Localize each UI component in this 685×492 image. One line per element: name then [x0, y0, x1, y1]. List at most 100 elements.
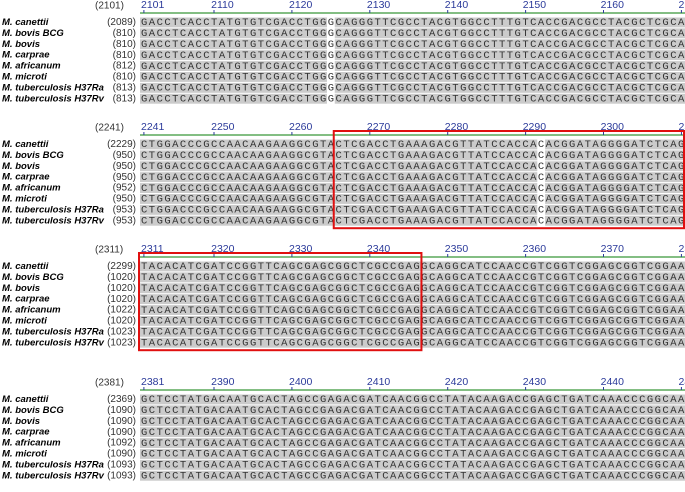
ruler-label: 2311	[141, 243, 164, 255]
start-position: (1020)	[107, 316, 136, 327]
sequence: CTGGACCCGCCAACAAGAAGGCGTACTCGACCTGAAAGAC…	[141, 172, 684, 184]
row-background	[140, 294, 685, 305]
start-position: (950)	[113, 161, 136, 172]
start-position: (2229)	[107, 139, 136, 150]
ruler-label: 2440	[601, 376, 625, 388]
species-name: M. microti	[2, 71, 47, 82]
species-name: M. tuberculosis H37Rv	[2, 93, 105, 104]
species-name: M. africanum	[2, 305, 61, 316]
start-position: (1090)	[107, 416, 136, 427]
species-name: M. bovis	[2, 161, 40, 172]
sequence: GACCTCACCTATGTGTCGACCTGGGCAGGGTTCGCCTACG…	[141, 17, 685, 29]
row-background	[140, 394, 685, 405]
row-background	[140, 261, 685, 272]
sequence: GCTCCTATGACAATGCACTAGCCGAGACGATCAACGGCCT…	[141, 438, 685, 450]
ruler-label: 2101	[141, 0, 165, 11]
ruler-label: 2250	[211, 121, 235, 133]
highlight-column	[326, 38, 335, 50]
highlight-column	[537, 160, 546, 172]
species-name: M. tuberculosis H37Ra	[2, 326, 104, 337]
highlight-column	[537, 193, 546, 205]
ruler-label: 2110	[211, 0, 234, 11]
block-start-position: (2381)	[95, 378, 124, 389]
species-name: M. microti	[2, 193, 47, 204]
highlight-column	[326, 17, 335, 28]
region-box	[138, 252, 423, 352]
highlight-column	[537, 215, 546, 227]
species-name: M. africanum	[2, 438, 61, 449]
sequence: GACCTCACCTATGTGTCGACCTGGGCAGGGTTCGCCTACG…	[141, 83, 685, 95]
sequence: TACACATCGATCCGGTTCAGCGAGCGGCTCGCCGAGGCAG…	[141, 327, 685, 339]
start-position: (1090)	[107, 405, 136, 416]
sequence: TACACATCGATCCGGTTCAGCGAGCGGCTCGCCGAGGCAG…	[141, 294, 685, 306]
ruler-label: 2170	[679, 0, 685, 11]
ruler-label: 2410	[367, 376, 391, 388]
sequence: CTGGACCCGCCAACAAGAAGGCGTACTCGACCTGAAAGAC…	[141, 150, 684, 162]
sequence: TACACATCGATCCGGTTCAGCGAGCGGCTCGCCGAGGCAG…	[141, 305, 685, 317]
ruler-label: 2390	[211, 376, 235, 388]
ruler-label: 2450	[679, 376, 685, 388]
start-position: (1023)	[107, 337, 136, 348]
ruler-label: 2400	[289, 376, 313, 388]
sequence: TACACATCGATCCGGTTCAGCGAGCGGCTCGCCGAGGCAG…	[141, 272, 685, 284]
start-position: (810)	[113, 50, 136, 61]
block-start-position: (2101)	[95, 1, 124, 12]
ruler-label: 2320	[211, 243, 235, 255]
start-position: (950)	[113, 172, 136, 183]
sequence: GACCTCACCTATGTGTCGACCTGGGCAGGGTTCGCCTACG…	[141, 39, 685, 51]
ruler-label: 2130	[367, 0, 391, 11]
ruler-label: 2310	[679, 121, 685, 133]
sequence: GACCTCACCTATGTGTCGACCTGGGCAGGGTTCGCCTACG…	[141, 28, 685, 40]
region-box	[332, 130, 685, 230]
row-background	[140, 39, 685, 50]
row-background	[140, 172, 685, 183]
row-background	[140, 82, 685, 93]
ruler-label: 2340	[367, 243, 391, 255]
start-position: (1093)	[107, 470, 136, 481]
highlight-column	[537, 204, 546, 216]
species-name: M. carprae	[2, 50, 50, 61]
row-background	[140, 427, 685, 438]
sequence: GACCTCACCTATGTGTCGACCTGGGCAGGGTTCGCCTACG…	[141, 72, 685, 84]
row-background	[140, 337, 685, 348]
row-background	[140, 183, 685, 193]
row-background	[140, 416, 685, 427]
start-position: (2299)	[107, 261, 136, 272]
sequence: GCTCCTATGACAATGCACTAGCCGAGACGATCAACGGCCT…	[141, 471, 685, 483]
start-position: (1093)	[107, 459, 136, 470]
sequence: TACACATCGATCCGGTTCAGCGAGCGGCTCGCCGAGGCAG…	[141, 338, 685, 350]
ruler-label: 2270	[367, 121, 391, 133]
row-background	[140, 50, 685, 61]
highlight-column	[537, 149, 546, 161]
row-background	[140, 215, 685, 226]
highlight-column	[537, 171, 546, 183]
species-name: M. canettii	[2, 261, 49, 272]
species-name: M. canettii	[2, 394, 49, 405]
sequence: GACCTCACCTATGTGTCGACCTGGGCAGGGTTCGCCTACG…	[141, 50, 685, 62]
start-position: (952)	[113, 183, 136, 194]
highlight-column	[326, 60, 335, 72]
sequence: GACCTCACCTATGTGTCGACCTGGGCAGGGTTCGCCTACG…	[141, 61, 685, 73]
ruler-label: 2350	[445, 243, 469, 255]
start-position: (1090)	[107, 449, 136, 460]
row-background	[140, 326, 685, 337]
sequence: CTGGACCCGCCAACAAGAAGGCGTACTCGACCTGAAAGAC…	[141, 183, 684, 195]
sequence: TACACATCGATCCGGTTCAGCGAGCGGCTCGCCGAGGCAG…	[141, 283, 685, 295]
start-position: (950)	[113, 150, 136, 161]
species-name: M. bovis BCG	[2, 150, 64, 161]
row-background	[140, 316, 685, 326]
sequence: GCTCCTATGACAATGCACTAGCCGAGACGATCAACGGCCT…	[141, 416, 685, 428]
sequence: TACACATCGATCCGGTTCAGCGAGCGGCTCGCCGAGGCAG…	[141, 261, 685, 273]
start-position: (813)	[113, 82, 136, 93]
row-background	[140, 93, 685, 104]
row-background	[140, 305, 685, 315]
ruler-label: 2140	[445, 0, 469, 11]
start-position: (950)	[113, 194, 136, 205]
highlight-column	[537, 139, 546, 150]
start-position: (1020)	[107, 283, 136, 294]
species-name: M. tuberculosis H37Rv	[2, 337, 105, 348]
row-background	[140, 139, 685, 150]
start-position: (953)	[113, 204, 136, 215]
sequence: GCTCCTATGACAATGCACTAGCCGAGACGATCAACGGCCT…	[141, 427, 685, 439]
row-background	[140, 470, 685, 481]
